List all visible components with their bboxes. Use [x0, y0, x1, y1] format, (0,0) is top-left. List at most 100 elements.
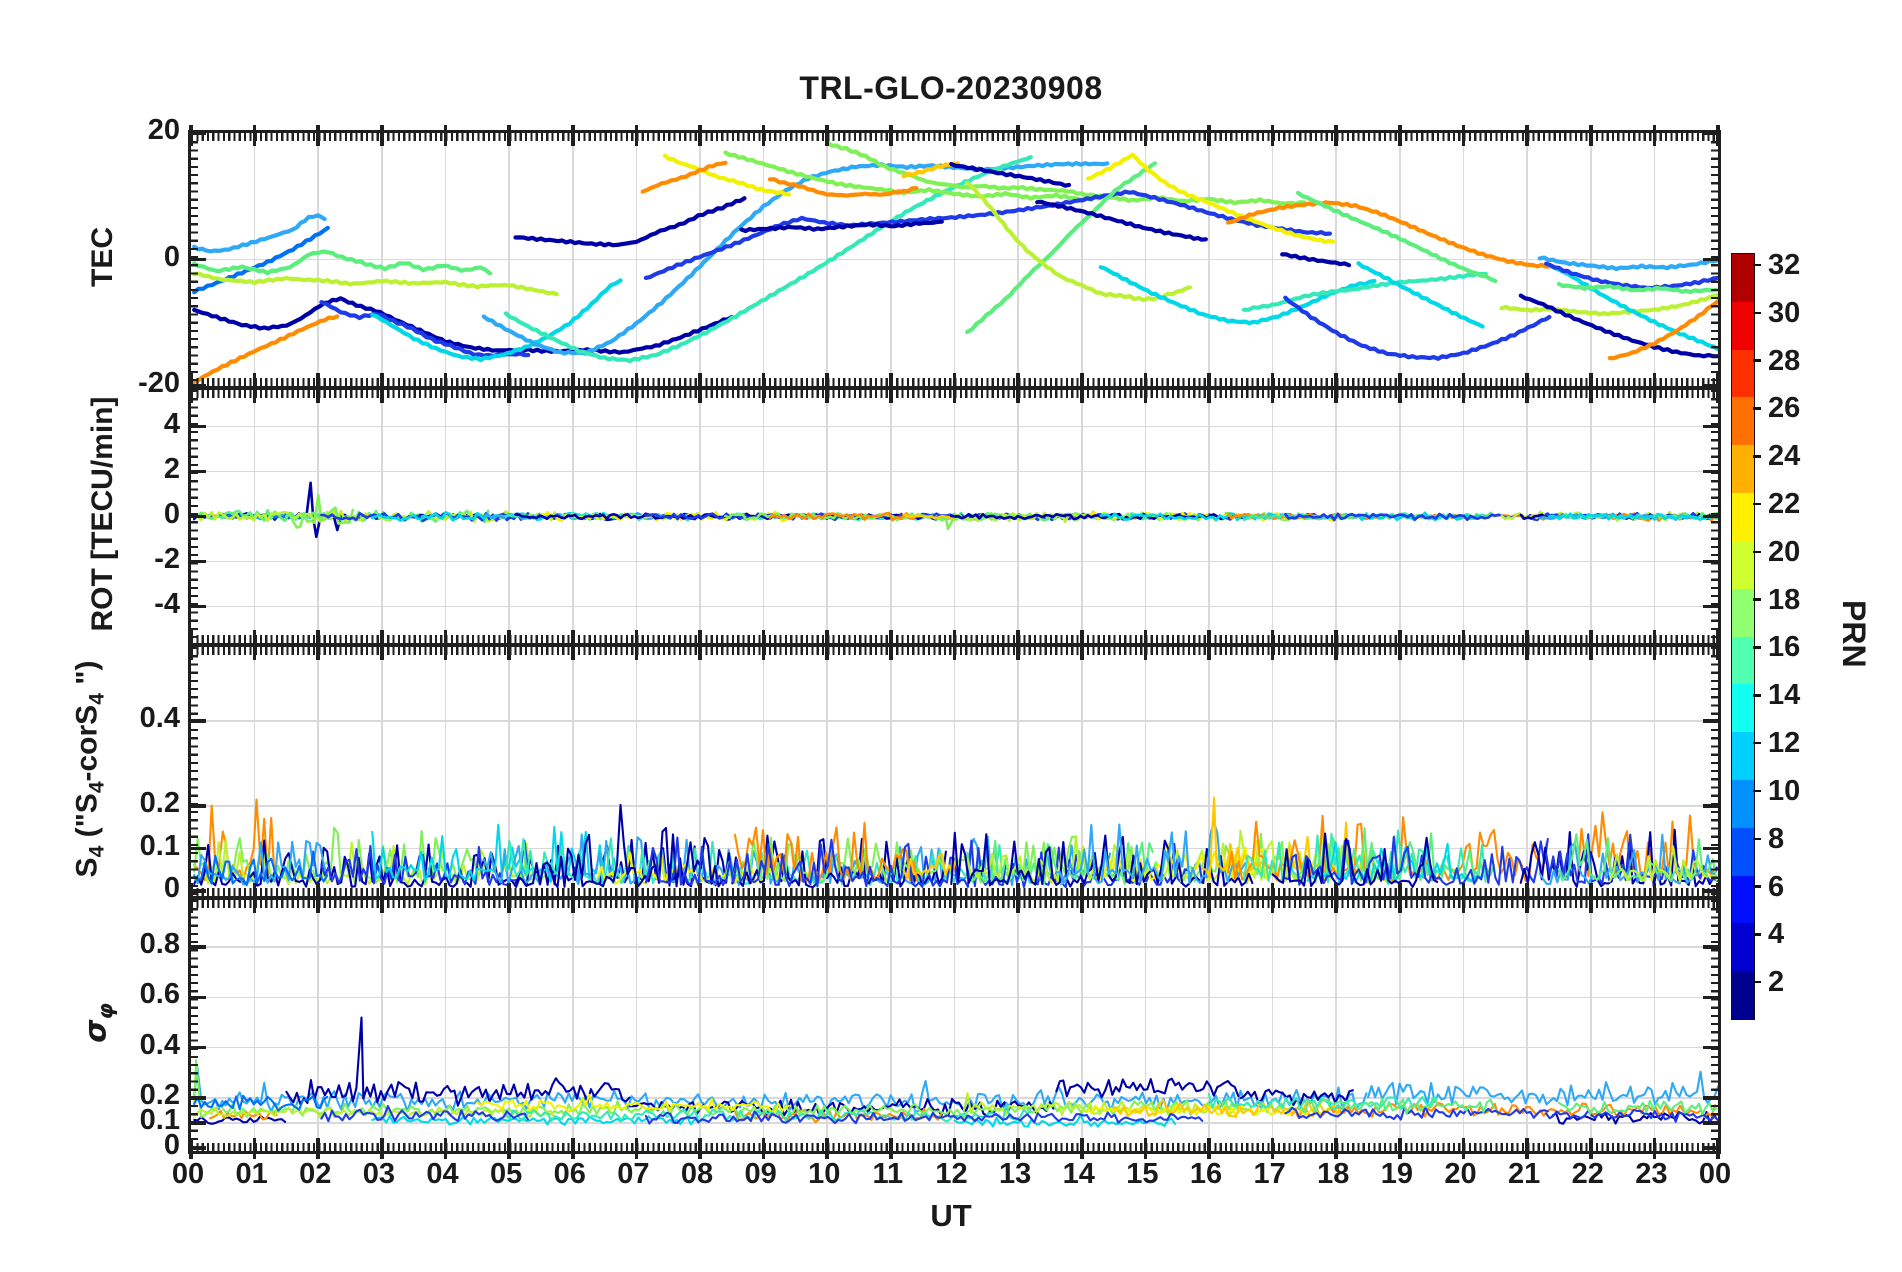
- trace-tec-blue: [1283, 295, 1552, 361]
- trace-tec-navy: [1518, 293, 1718, 359]
- major-tick-x: [1588, 1138, 1593, 1159]
- major-tick-y: [191, 514, 206, 519]
- major-tick-x: [1143, 1138, 1148, 1159]
- major-tick-x: [1207, 125, 1211, 146]
- y-tick-label: 0.2: [139, 1078, 180, 1111]
- major-tick-x: [1016, 892, 1020, 913]
- colorbar-tick-label: 12: [1768, 727, 1801, 760]
- gridline-horizontal: [191, 946, 1718, 948]
- x-tick-label: 18: [1317, 1158, 1350, 1190]
- colorbar-tick: [1753, 980, 1761, 984]
- major-tick-x: [634, 1138, 639, 1159]
- trace-tec-orange: [640, 160, 728, 194]
- panel-s4: [188, 639, 1721, 904]
- major-tick-x: [698, 1138, 702, 1159]
- trace-tec-cyan: [1098, 265, 1377, 326]
- trace-tec-yellow: [1085, 152, 1336, 245]
- gridline-horizontal: [191, 258, 1718, 261]
- trace-s4-navy: [950, 831, 1254, 888]
- trace-tec-ygreen: [192, 271, 559, 297]
- major-tick-x: [1079, 382, 1084, 403]
- major-tick-x: [1461, 639, 1466, 660]
- x-tick-label: 14: [1062, 1158, 1095, 1190]
- major-tick-y: [1703, 514, 1718, 519]
- trace-tec-lightgreen: [825, 140, 1103, 199]
- data-layer-sigma: [193, 1016, 1718, 1128]
- colorbar-segment: [1732, 636, 1754, 685]
- x-tick-label: 01: [235, 1158, 268, 1190]
- colorbar-segment: [1732, 349, 1754, 398]
- colorbar-segment: [1732, 253, 1754, 302]
- trace-tec-green: [192, 249, 493, 276]
- trace-tec-yellow: [662, 153, 792, 197]
- trace-tec-orange: [767, 177, 919, 198]
- major-tick-y: [1703, 1096, 1718, 1100]
- major-tick-x: [825, 892, 830, 913]
- colorbar-tick-label: 6: [1768, 870, 1785, 903]
- x-tick-label: 05: [489, 1158, 523, 1190]
- major-tick-x: [1334, 125, 1339, 146]
- gridline-vertical: [1271, 647, 1274, 896]
- trace-s4-gold: [1201, 796, 1376, 882]
- trace-rot-navy: [192, 481, 731, 539]
- colorbar-tick-label: 4: [1768, 918, 1785, 951]
- trace-tec-blue: [643, 189, 1333, 280]
- panel-rot: [188, 382, 1721, 651]
- gridline-vertical: [253, 900, 256, 1151]
- major-tick-x: [507, 892, 511, 913]
- gridline-vertical: [381, 900, 383, 1151]
- major-tick-x: [1334, 382, 1339, 403]
- colorbar-tick: [1753, 311, 1761, 315]
- major-tick-y: [191, 719, 206, 723]
- major-tick-x: [1143, 639, 1148, 660]
- trace-tec-navy: [949, 161, 1072, 188]
- major-tick-x: [1334, 639, 1339, 660]
- major-tick-x: [1270, 125, 1275, 146]
- colorbar-tick-label: 16: [1768, 631, 1801, 664]
- major-tick-x: [698, 892, 702, 913]
- x-tick-label: 03: [362, 1158, 395, 1190]
- major-tick-y: [1703, 257, 1718, 262]
- major-tick-x: [570, 1138, 575, 1159]
- y-tick-label: 0.2: [139, 787, 180, 819]
- major-tick-x: [1207, 1138, 1211, 1159]
- y-tick-label: 0: [163, 240, 180, 273]
- data-layer-rot: [192, 481, 1718, 539]
- major-tick-x: [1079, 892, 1084, 913]
- major-tick-x: [825, 1138, 830, 1159]
- gridline-vertical: [1335, 900, 1338, 1151]
- major-tick-x: [698, 125, 702, 146]
- x-tick-label: 04: [426, 1158, 459, 1190]
- major-tick-x: [1207, 639, 1211, 660]
- trace-tec-sky: [192, 213, 327, 254]
- major-tick-y: [191, 384, 206, 388]
- y-tick-label: 0.1: [139, 829, 180, 862]
- gridline-vertical: [1144, 647, 1147, 896]
- gridline-vertical: [1462, 647, 1465, 896]
- trace-sigma-navy: [1055, 1077, 1240, 1099]
- colorbar-segment: [1732, 922, 1754, 972]
- colorbar-tick: [1753, 789, 1761, 793]
- major-tick-y: [191, 469, 206, 474]
- gridline-vertical: [1589, 900, 1592, 1151]
- trace-rot-gold: [902, 513, 958, 520]
- gridline-vertical: [953, 647, 956, 896]
- major-tick-x: [889, 382, 893, 403]
- trace-tec-blue: [1544, 261, 1718, 291]
- colorbar-tick-label: 10: [1768, 774, 1801, 807]
- major-tick-x: [952, 382, 957, 403]
- major-tick-x: [761, 639, 766, 660]
- trace-s4-green: [1557, 833, 1718, 883]
- major-tick-x: [698, 639, 702, 660]
- major-tick-y: [191, 604, 206, 609]
- gridline-vertical: [508, 647, 510, 896]
- x-axis-label: UT: [930, 1198, 972, 1233]
- major-tick-x: [634, 382, 639, 403]
- trace-s4-navy: [1271, 832, 1439, 888]
- colorbar-tick: [1753, 502, 1761, 506]
- major-tick-x: [1016, 382, 1020, 403]
- major-tick-x: [1079, 639, 1084, 660]
- major-tick-x: [443, 639, 448, 660]
- gridline-vertical: [890, 647, 892, 896]
- major-tick-x: [380, 639, 384, 660]
